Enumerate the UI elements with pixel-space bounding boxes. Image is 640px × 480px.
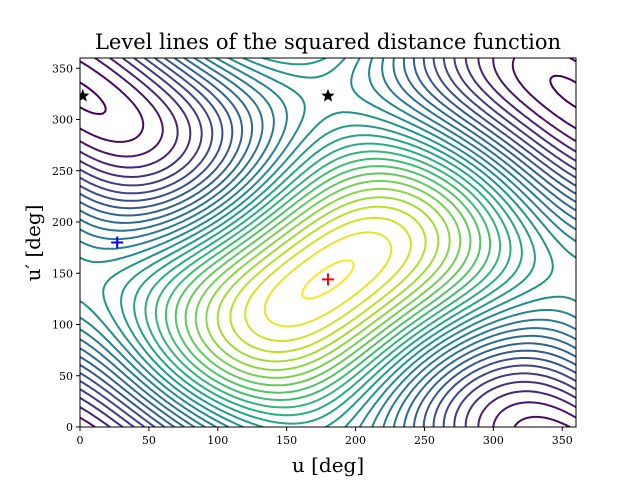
contour-level-17 (80, 58, 576, 427)
contour-level-16 (80, 58, 576, 427)
contour-level-19 (80, 58, 576, 427)
contour-level-8 (184, 172, 472, 387)
contour-level-11 (154, 150, 502, 409)
y-tick-label: 50 (59, 370, 73, 383)
contour-level-18 (80, 58, 576, 427)
contour-level-2 (263, 231, 393, 328)
marker-layer (80, 88, 335, 286)
star-marker (321, 88, 335, 102)
contour-level-29 (80, 58, 576, 427)
contour-level-14 (120, 58, 536, 427)
y-tick-label: 100 (52, 319, 73, 332)
y-axis-label: u′ [deg] (21, 205, 45, 282)
contour-level-28 (80, 58, 576, 427)
x-tick-label: 150 (276, 434, 297, 447)
y-tick-label: 250 (52, 165, 73, 178)
contour-level-22 (80, 58, 576, 427)
contour-level-3 (244, 216, 412, 342)
contour-level-7 (194, 180, 462, 379)
contour-level-13 (133, 134, 523, 425)
y-tick-label: 150 (52, 267, 73, 280)
contour-level-4 (229, 205, 427, 353)
x-axis-ticks: 0 50 100 150 200 250 300 350 (77, 427, 573, 447)
x-tick-label: 100 (207, 434, 228, 447)
star-marker (80, 88, 90, 102)
y-tick-label: 200 (52, 216, 73, 229)
x-tick-label: 0 (77, 434, 84, 447)
contour-level-10 (164, 157, 492, 401)
contour-level-20 (80, 58, 576, 427)
contour-lines (80, 58, 576, 427)
x-axis-label: u [deg] (292, 453, 364, 477)
blue-plus-marker (111, 236, 124, 249)
contour-level-23 (80, 58, 576, 427)
contour-level-9 (174, 165, 482, 394)
contour-level-6 (205, 187, 451, 371)
contour-level-1 (301, 259, 355, 300)
y-tick-label: 350 (52, 62, 73, 75)
contour-level-26 (80, 58, 576, 427)
x-tick-label: 250 (414, 434, 435, 447)
contour-level-12 (144, 142, 512, 417)
x-tick-label: 50 (142, 434, 156, 447)
y-tick-label: 300 (52, 114, 73, 127)
plot-frame (79, 57, 577, 428)
red-plus-marker (322, 273, 334, 286)
chart-title: Level lines of the squared distance func… (95, 30, 561, 54)
x-tick-label: 350 (552, 434, 573, 447)
contour-level-25 (80, 58, 576, 427)
contour-level-15 (102, 58, 554, 427)
contour-level-27 (80, 58, 576, 427)
contour-level-21 (80, 58, 576, 427)
contour-level-5 (216, 196, 440, 363)
contour-level-24 (80, 58, 576, 427)
y-axis-ticks: 0 50 100 150 200 250 300 350 (52, 62, 80, 434)
y-tick-label: 0 (66, 421, 73, 434)
x-tick-label: 200 (345, 434, 366, 447)
x-tick-label: 300 (483, 434, 504, 447)
